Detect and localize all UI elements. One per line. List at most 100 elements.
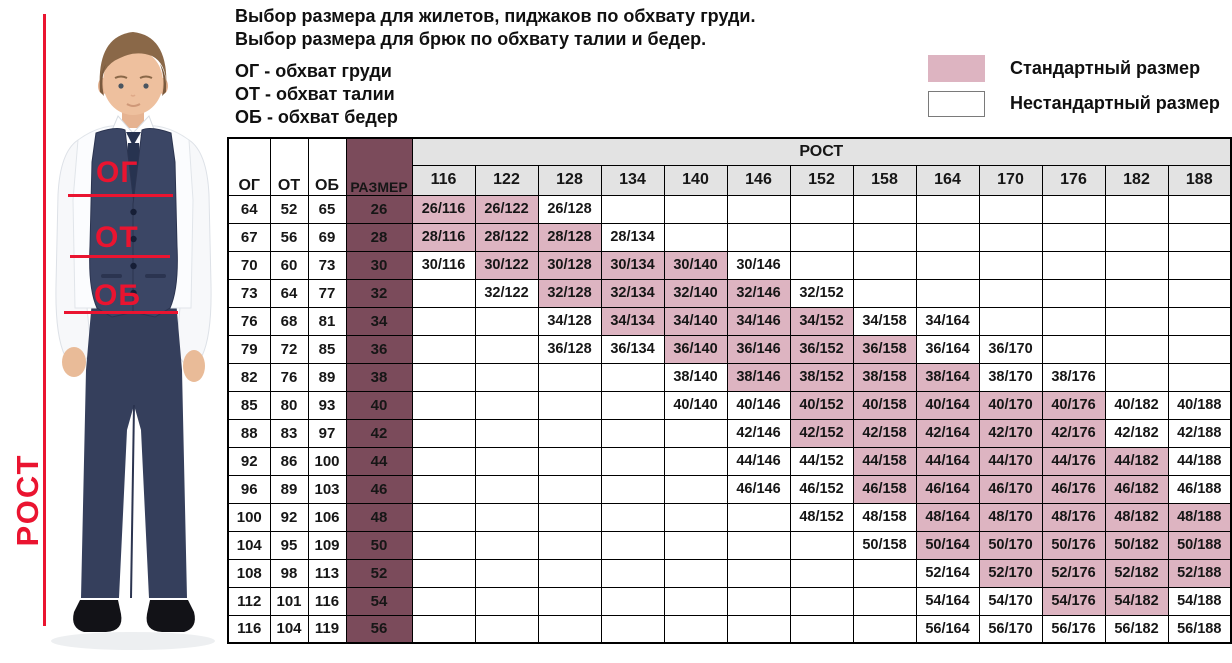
empty-cell [789, 222, 854, 252]
ob-cell: 100 [307, 446, 347, 476]
empty-cell [852, 278, 917, 308]
height-header-140: 140 [663, 164, 728, 196]
table-row: 108 98 113 52 52/164 52/170 52/176 52/182 52/188 [227, 558, 1232, 588]
empty-cell [600, 446, 665, 476]
empty-cell [726, 194, 791, 224]
size-cell: 50 [345, 530, 413, 560]
size-cell: 56/188 [1167, 614, 1232, 644]
empty-cell [789, 614, 854, 644]
size-cell: 40/146 [726, 390, 791, 420]
empty-cell [852, 614, 917, 644]
empty-cell [915, 278, 980, 308]
ob-cell: 81 [307, 306, 347, 336]
intro-line-1: Выбор размера для жилетов, пиджаков по о… [235, 6, 756, 26]
size-cell: 56/176 [1041, 614, 1106, 644]
empty-cell [600, 194, 665, 224]
size-cell: 42/164 [915, 418, 980, 448]
ot-cell: 86 [269, 446, 309, 476]
og-cell: 67 [227, 222, 271, 252]
empty-cell [663, 418, 728, 448]
size-cell: 52 [345, 558, 413, 588]
size-cell: 32/152 [789, 278, 854, 308]
size-cell: 34/158 [852, 306, 917, 336]
ot-cell: 104 [269, 614, 309, 644]
size-cell: 46/152 [789, 474, 854, 504]
height-header-176: 176 [1041, 164, 1106, 196]
height-header-116: 116 [411, 164, 476, 196]
size-cell: 50/170 [978, 530, 1043, 560]
size-cell: 48/158 [852, 502, 917, 532]
hips-measure-line [64, 311, 178, 314]
size-cell: 38 [345, 362, 413, 392]
table-row: 76 68 81 34 34/128 34/134 34/140 34/146 34/152 34… [227, 306, 1232, 336]
size-cell: 28/122 [474, 222, 539, 252]
size-cell: 54 [345, 586, 413, 616]
height-measure-line [43, 14, 46, 626]
size-cell: 30/122 [474, 250, 539, 280]
size-cell: 34/128 [537, 306, 602, 336]
column-header-razmer: РАЗМЕР [345, 137, 413, 196]
ot-cell: 92 [269, 502, 309, 532]
og-cell: 70 [227, 250, 271, 280]
ot-cell: 98 [269, 558, 309, 588]
size-cell: 32/140 [663, 278, 728, 308]
size-cell: 40/140 [663, 390, 728, 420]
empty-cell [537, 614, 602, 644]
ob-cell: 109 [307, 530, 347, 560]
size-cell: 46/146 [726, 474, 791, 504]
empty-cell [537, 418, 602, 448]
legend-row-nonstandard: Нестандартный размер [928, 90, 1220, 117]
empty-cell [1167, 194, 1232, 224]
empty-cell [789, 250, 854, 280]
empty-cell [726, 502, 791, 532]
empty-cell [663, 194, 728, 224]
height-header-188: 188 [1167, 164, 1232, 196]
ot-cell: 76 [269, 362, 309, 392]
empty-cell [1104, 222, 1169, 252]
og-cell: 88 [227, 418, 271, 448]
table-row: 79 72 85 36 36/128 36/134 36/140 36/146 36/152 36… [227, 334, 1232, 364]
empty-cell [600, 362, 665, 392]
size-cell: 40/170 [978, 390, 1043, 420]
size-cell: 46/188 [1167, 474, 1232, 504]
size-cell: 54/176 [1041, 586, 1106, 616]
size-cell: 38/170 [978, 362, 1043, 392]
height-header-146: 146 [726, 164, 791, 196]
size-cell: 44/152 [789, 446, 854, 476]
empty-cell [600, 614, 665, 644]
table-row: 116 104 119 56 56/164 56/170 56/176 56/182 56/18… [227, 614, 1232, 644]
size-cell: 46/158 [852, 474, 917, 504]
ot-cell: 83 [269, 418, 309, 448]
empty-cell [978, 278, 1043, 308]
empty-cell [1104, 306, 1169, 336]
size-cell: 38/140 [663, 362, 728, 392]
empty-cell [1104, 278, 1169, 308]
size-cell: 34/152 [789, 306, 854, 336]
ob-cell: 89 [307, 362, 347, 392]
size-cell: 52/170 [978, 558, 1043, 588]
empty-cell [1104, 334, 1169, 364]
size-cell: 34/146 [726, 306, 791, 336]
empty-cell [726, 558, 791, 588]
empty-cell [1104, 362, 1169, 392]
empty-cell [915, 222, 980, 252]
empty-cell [663, 558, 728, 588]
rost-group-header: РОСТ [411, 137, 1232, 166]
og-cell: 108 [227, 558, 271, 588]
empty-cell [789, 194, 854, 224]
size-cell: 34 [345, 306, 413, 336]
size-cell: 46 [345, 474, 413, 504]
hips-label: ОБ [94, 279, 141, 312]
height-header-164: 164 [915, 164, 980, 196]
empty-cell [411, 390, 476, 420]
ot-cell: 95 [269, 530, 309, 560]
og-cell: 85 [227, 390, 271, 420]
size-cell: 40/152 [789, 390, 854, 420]
empty-cell [915, 194, 980, 224]
table-row: 92 86 100 44 44/146 44/152 44/158 44/164 44/170 4… [227, 446, 1232, 476]
size-cell: 36/164 [915, 334, 980, 364]
empty-cell [411, 502, 476, 532]
empty-cell [474, 418, 539, 448]
size-cell: 46/170 [978, 474, 1043, 504]
